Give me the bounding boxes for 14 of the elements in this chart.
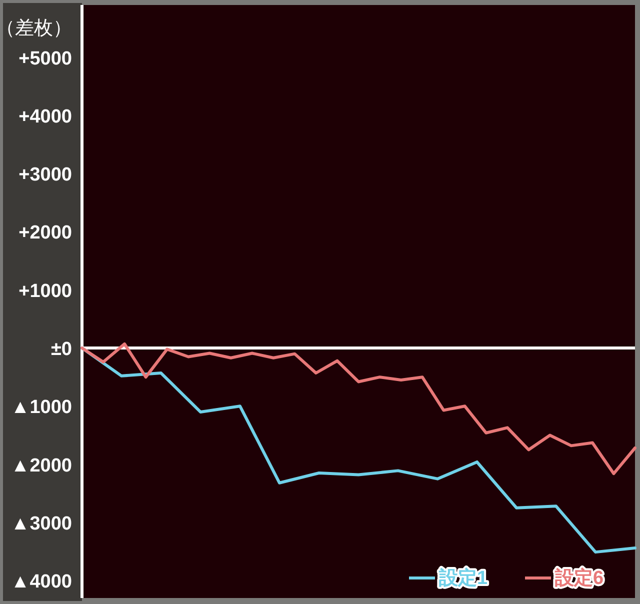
y-tick-label: +1000: [18, 280, 72, 302]
legend-label: 設定6: [554, 567, 604, 589]
y-tick-label: ▲4000: [10, 572, 72, 593]
y-tick-label: +3000: [18, 164, 72, 186]
y-tick-label: +5000: [18, 48, 72, 70]
y-tick-label: ▲1000: [10, 397, 72, 418]
y-tick-label: ▲2000: [10, 455, 72, 476]
line-series: [80, 342, 636, 476]
legend-label: 設定1: [438, 567, 488, 589]
y-axis-title: （差枚）: [0, 18, 72, 39]
y-tick-label: ▲3000: [10, 513, 72, 534]
y-tick-label: ±0: [51, 339, 72, 360]
y-tick-label: +2000: [18, 222, 72, 244]
y-tick-label: +4000: [18, 106, 72, 128]
